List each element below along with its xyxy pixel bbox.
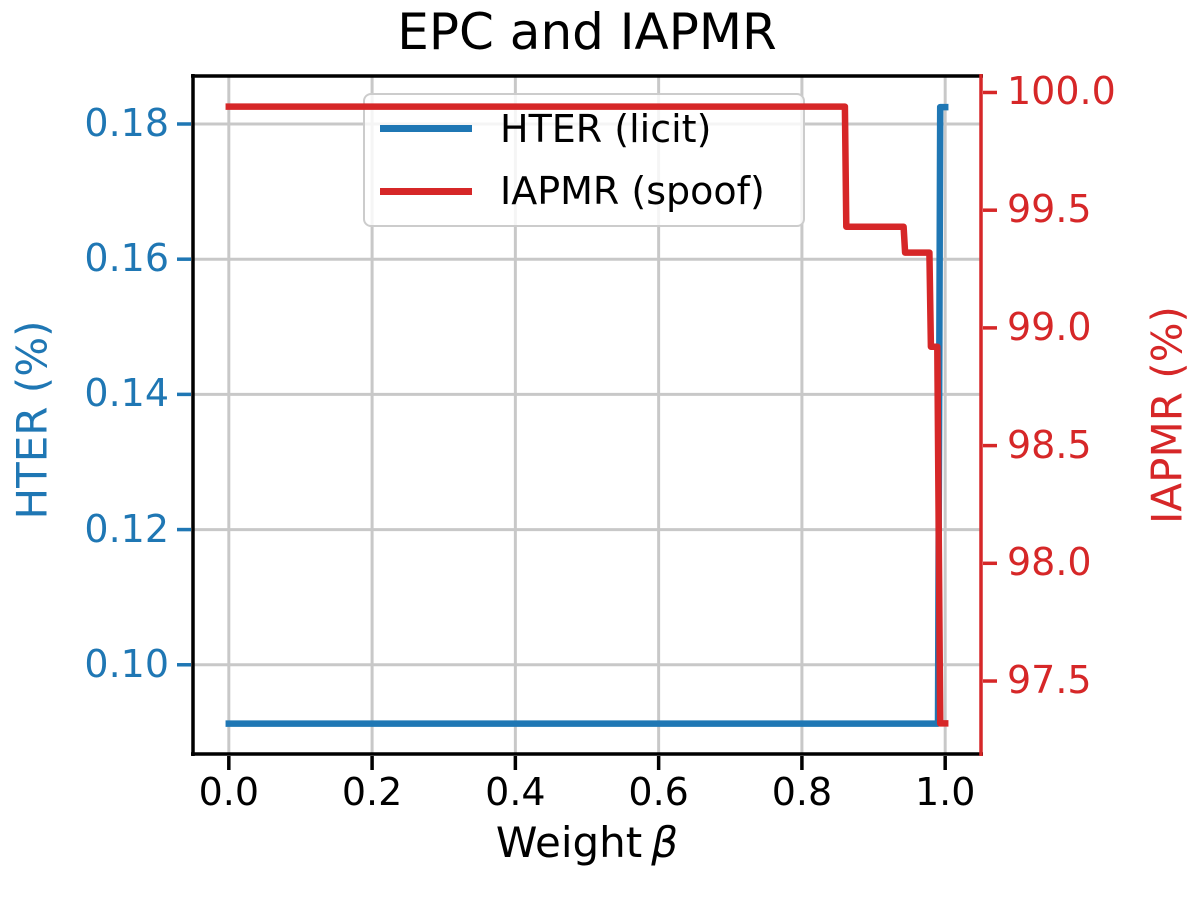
left-y-tick-label: 0.18 <box>84 101 169 146</box>
left-y-tick-label: 0.12 <box>84 506 169 551</box>
x-tick-label: 0.4 <box>485 770 546 814</box>
chart-title: EPC and IAPMR <box>397 3 777 61</box>
left-y-tick-label: 0.14 <box>84 371 169 416</box>
iapmr-line-sample <box>380 188 472 195</box>
beta-symbol: β <box>651 818 679 867</box>
right-y-tick-label: 98.0 <box>1007 540 1092 585</box>
left-y-tick-label: 0.16 <box>84 236 169 281</box>
legend-entry-iapmr: IAPMR (spoof) <box>365 162 803 220</box>
legend-label-iapmr: IAPMR (spoof) <box>500 169 765 214</box>
legend: HTER (licit) IAPMR (spoof) <box>363 93 805 227</box>
right-y-tick-label: 99.5 <box>1007 187 1092 232</box>
left-y-axis-label: HTER (%) <box>7 320 57 520</box>
legend-entry-hter: HTER (licit) <box>365 100 803 158</box>
x-tick-label: 0.6 <box>628 770 689 814</box>
right-y-tick-label: 99.0 <box>1007 304 1092 349</box>
x-axis-label: Weight β <box>193 818 981 867</box>
x-tick-label: 0.2 <box>341 770 403 814</box>
right-y-tick-label: 97.5 <box>1007 658 1092 703</box>
hter-line-sample <box>380 125 472 132</box>
x-tick-label: 0.0 <box>198 770 260 814</box>
right-y-axis-label: IAPMR (%) <box>1142 306 1192 524</box>
x-tick-label: 1.0 <box>914 770 976 814</box>
x-tick-label: 0.8 <box>771 770 833 814</box>
right-y-tick-label: 98.5 <box>1007 422 1092 467</box>
right-y-tick-label: 100.0 <box>1007 69 1116 114</box>
left-y-tick-label: 0.10 <box>84 641 169 686</box>
legend-label-hter: HTER (licit) <box>500 106 712 151</box>
x-axis-label-text: Weight <box>495 818 643 867</box>
